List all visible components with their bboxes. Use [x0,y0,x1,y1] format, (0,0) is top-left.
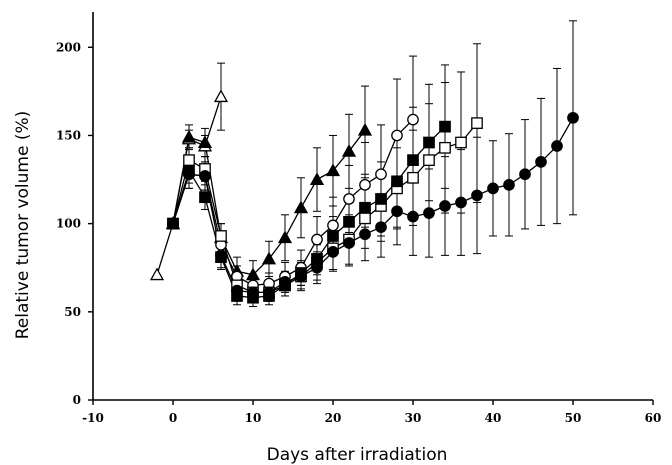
data-point-filled-triangle [325,163,341,177]
data-point-filled-triangle [277,230,293,244]
data-point-filled-circle [519,168,531,181]
series-line-open-circle [172,119,414,287]
data-point-filled-circle [503,178,515,191]
x-axis-title: Days after irradiation [267,445,448,465]
data-point-filled-triangle [293,200,309,214]
data-point-open-square [215,230,227,242]
data-point-open-square [407,171,419,184]
data-point-open-circle [343,193,355,205]
x-tick-label: 20 [325,411,342,425]
data-point-filled-circle [359,228,371,241]
data-point-filled-circle [439,200,451,212]
data-point-filled-circle [455,196,467,209]
data-point-filled-circle [263,286,275,299]
data-point-filled-square [407,154,419,166]
data-point-filled-circle [231,284,243,297]
y-tick-label: 0 [73,393,81,407]
data-point-filled-square [343,216,355,228]
data-point-filled-circle [471,189,483,202]
data-point-open-triangle [149,267,165,281]
data-point-filled-triangle [261,251,277,265]
error-bars [185,20,577,308]
data-point-open-circle [311,233,323,246]
data-point-filled-circle [375,221,387,234]
data-point-open-circle [391,129,403,142]
data-point-filled-triangle [341,144,357,157]
data-point-open-square [439,141,451,154]
data-point-filled-square [391,175,403,188]
data-point-filled-square [359,201,371,214]
data-point-filled-triangle [197,135,213,148]
data-point-open-circle [407,113,419,126]
x-tick-label: 40 [485,411,502,425]
x-tick-label: 50 [565,411,582,425]
x-tick-label: 10 [245,411,262,425]
data-point-filled-circle [407,210,419,223]
x-tick-label: -10 [82,411,104,425]
data-point-filled-circle [327,246,339,258]
data-point-open-circle [375,168,387,181]
axes [88,12,654,405]
y-tick-label: 50 [64,305,81,319]
data-point-filled-square [327,230,339,242]
data-markers [149,89,579,304]
y-tick-label: 200 [56,40,81,54]
data-point-filled-circle [167,217,179,230]
data-point-filled-circle [295,270,307,283]
data-point-filled-circle [551,140,563,152]
y-tick-label: 150 [56,128,81,142]
data-point-filled-square [423,136,435,149]
data-point-open-square [423,154,435,166]
x-tick-label: 60 [645,411,662,425]
x-tick-label: 0 [169,411,177,425]
y-tick-label: 100 [56,217,81,231]
data-point-open-circle [359,178,371,191]
data-point-filled-triangle [357,122,373,136]
data-point-filled-circle [215,249,227,262]
data-point-open-square [471,117,483,129]
data-point-filled-circle [423,207,435,219]
y-axis-title: Relative tumor volume (%) [13,111,33,340]
data-point-filled-circle [199,170,211,182]
x-tick-label: 30 [405,411,422,425]
data-point-filled-circle [487,182,499,195]
data-point-filled-circle [567,111,579,124]
data-point-open-square [455,136,467,149]
data-point-filled-square [375,193,387,205]
data-point-open-square [183,154,195,166]
data-point-filled-circle [247,286,259,299]
data-point-filled-circle [183,168,195,181]
data-point-filled-circle [535,156,547,168]
data-point-filled-square [199,191,211,204]
data-point-filled-circle [311,261,323,274]
data-point-filled-triangle [181,129,197,143]
data-point-open-square [359,212,371,225]
data-point-filled-circle [391,205,403,218]
data-point-open-circle [327,219,339,232]
data-point-open-triangle [213,89,229,103]
data-point-filled-circle [279,275,291,288]
data-point-filled-circle [343,237,355,249]
data-point-filled-triangle [309,172,325,185]
data-point-filled-square [439,120,451,133]
